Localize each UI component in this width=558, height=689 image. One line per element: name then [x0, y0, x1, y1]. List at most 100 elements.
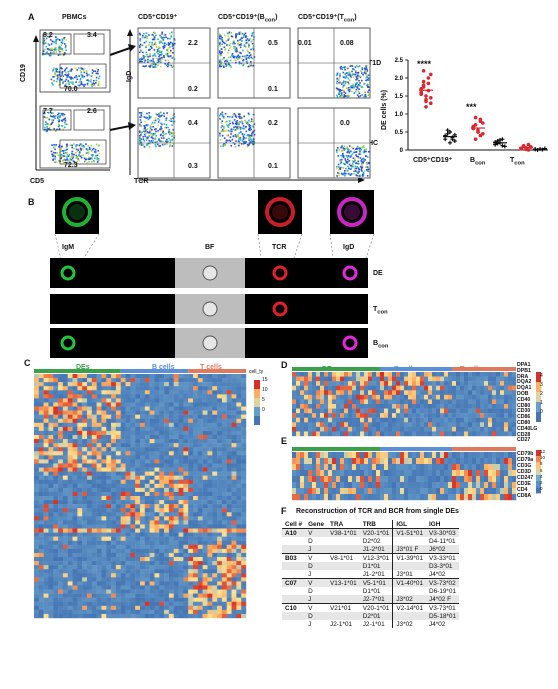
heat-c-cell [144, 406, 150, 411]
flow-event-dot [168, 129, 171, 132]
dotplot-point [526, 142, 531, 147]
flow-event-dot [159, 58, 161, 60]
heat-c-cell [202, 581, 208, 586]
heat-c-cell [101, 471, 107, 476]
heat-c-cell [101, 520, 107, 525]
heat-c-cell [135, 406, 141, 411]
heat-c-cell [197, 447, 203, 452]
flow-event-dot [60, 113, 63, 115]
flow-event-dot [61, 72, 63, 74]
flow-event-dot [242, 143, 245, 146]
flow-event-dot [226, 64, 229, 66]
heat-c-cell [164, 516, 170, 521]
heat-c-cell [221, 471, 227, 476]
heat-c-cell [193, 532, 199, 537]
heat-c-cell [149, 524, 155, 529]
heat-c-cell [149, 496, 155, 501]
flow-event-dot [67, 74, 70, 77]
heat-c-cell [125, 548, 131, 554]
heat-c-cell [87, 581, 93, 586]
heat-c-cell [217, 443, 223, 448]
flow-event-dot [347, 95, 349, 97]
heat-c-cell [135, 398, 141, 403]
flow-event-dot [234, 146, 237, 148]
flow-event-dot [251, 131, 254, 134]
flow-event-dot [234, 115, 237, 118]
heat-c-cell [149, 467, 155, 472]
heat-c-cell [77, 565, 83, 570]
heat-c-cell [115, 565, 121, 570]
heat-c-cell [164, 552, 170, 558]
flow-event-dot [159, 46, 161, 49]
flow-event-dot [139, 45, 141, 47]
heat-c-cell [125, 565, 131, 570]
flow-event-dot [139, 60, 141, 63]
flow-event-dot [231, 116, 234, 118]
heat-c-cell [91, 390, 97, 395]
heat-c-cell [217, 426, 223, 432]
heat-c-cell [96, 487, 102, 493]
heat-c-cell [130, 585, 136, 590]
flow-event-dot [220, 62, 222, 65]
heat-c-cell [197, 593, 203, 598]
flow-event-dot [232, 128, 234, 130]
flow-event-dot [239, 113, 241, 115]
flow-event-dot [250, 48, 252, 51]
heat-c-cell [111, 455, 117, 460]
flow-event-dot [336, 94, 338, 97]
heat-c-cell [106, 406, 112, 411]
flow-event-dot [149, 48, 151, 51]
flow-event-dot [170, 118, 172, 120]
flow-event-dot [64, 123, 66, 125]
flow-event-dot [351, 162, 354, 165]
heat-c-cell [241, 414, 247, 419]
heat-c-cell [87, 585, 93, 590]
heat-c-cell [96, 422, 102, 428]
flow-event-dot [359, 157, 362, 159]
heat-c-cell [149, 613, 155, 619]
flow-event-dot [76, 69, 79, 71]
heat-d-cell [448, 372, 453, 377]
heat-c-cell [115, 500, 121, 505]
heat-c-cell [120, 443, 126, 448]
flow-event-dot [165, 53, 168, 55]
flow-event-dot [171, 138, 174, 141]
heat-c-cell [231, 528, 237, 533]
heat-c-cell [125, 532, 131, 537]
flow-event-dot [81, 75, 84, 77]
heat-c-cell [202, 536, 208, 541]
flow-event-dot [153, 53, 156, 55]
flow-event-dot [46, 48, 49, 50]
heat-c-cell [135, 585, 141, 590]
flow-event-dot [233, 143, 236, 145]
heat-d-cell [412, 390, 417, 396]
heat-d-cell [316, 394, 321, 400]
flow-event-dot [78, 144, 81, 147]
heat-d-cell [344, 381, 349, 386]
heat-c-cell [188, 418, 194, 423]
flow-event-dot [83, 75, 86, 78]
flow-event-dot [166, 112, 168, 114]
heat-c-cell [226, 390, 232, 395]
heat-c-cell [173, 451, 179, 456]
heat-c-cell [212, 561, 218, 566]
heat-d-cell [488, 372, 493, 377]
heat-c-cell [62, 394, 68, 399]
heat-c-cell [106, 463, 112, 468]
heat-c-cell [53, 593, 59, 598]
heat-c-cell [140, 386, 146, 391]
flow-event-dot [227, 63, 230, 66]
heat-c-cell [183, 483, 189, 489]
heat-c-cell [34, 414, 40, 419]
heat-c-cell [226, 557, 232, 562]
heat-c-cell [178, 475, 184, 480]
heat-c-cell [144, 390, 150, 395]
heat-c-cell [101, 435, 107, 440]
flow-event-dot [160, 61, 162, 64]
flow-event-dot [224, 60, 226, 63]
flow-event-dot [365, 150, 367, 153]
heat-c-cell [207, 585, 213, 590]
flow-event-dot [361, 175, 364, 177]
fluorescent-cell [342, 265, 358, 281]
heat-c-cell [34, 569, 40, 574]
